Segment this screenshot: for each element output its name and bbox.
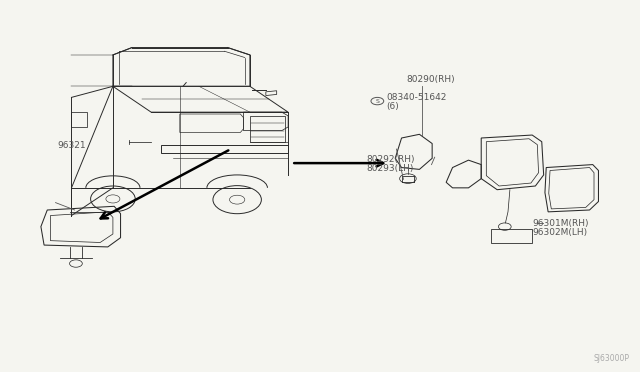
Bar <box>491 229 532 243</box>
Text: 96321: 96321 <box>58 141 86 150</box>
Text: S: S <box>376 99 380 103</box>
Text: 80292(RH): 80292(RH) <box>366 155 414 164</box>
Text: 80293(LH): 80293(LH) <box>366 164 413 173</box>
Text: 08340-51642: 08340-51642 <box>387 93 447 102</box>
Text: 96302M(LH): 96302M(LH) <box>533 228 588 237</box>
Text: SJ63000P: SJ63000P <box>593 355 629 363</box>
Text: 80290(RH): 80290(RH) <box>406 76 455 84</box>
Text: (6): (6) <box>387 102 399 111</box>
Text: 96301M(RH): 96301M(RH) <box>533 219 589 228</box>
